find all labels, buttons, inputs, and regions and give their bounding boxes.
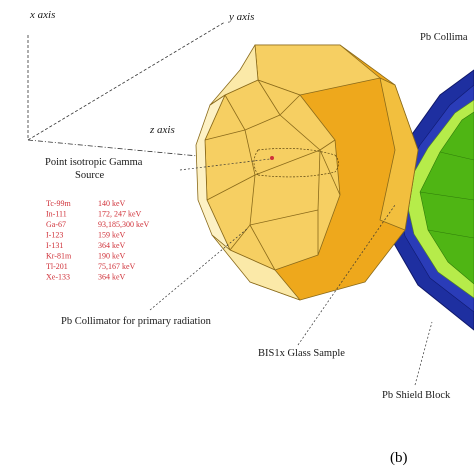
isotope-name: I-131 [46, 241, 63, 250]
pb-collimator-top-label: Pb Collima [420, 32, 468, 43]
collimator-bore [253, 147, 339, 178]
leader-lines [149, 158, 433, 386]
shield-block-label: Pb Shield Block [382, 390, 451, 401]
collimator-facet-right [379, 77, 419, 231]
isotope-energy: 364 keV [98, 273, 126, 282]
isotope-energy: 75,167 keV [98, 262, 136, 271]
isotope-energy: 140 keV [98, 199, 126, 208]
collimator-inner-edges-6 [317, 149, 321, 211]
isotope-energy: 364 keV [98, 241, 126, 250]
isotope-name: Xe-133 [46, 273, 70, 282]
collimator-inner-edges-2 [224, 94, 336, 151]
y-axis-label: y axis [228, 11, 254, 23]
isotope-energy: 190 keV [98, 252, 126, 261]
pb-collimator-primary-label: Pb Collimator for primary radiation [61, 316, 212, 327]
leader-collimator-primary [149, 227, 249, 311]
bis1x-glass-sample [403, 99, 474, 299]
pb-collimator [195, 44, 419, 301]
sample-facet-1 [439, 151, 474, 161]
z-axis-label: z axis [149, 124, 175, 136]
source-title-line1: Point isotropic Gamma [45, 157, 143, 168]
isotope-name: Ga-67 [46, 220, 66, 229]
isotope-name: In-111 [46, 210, 67, 219]
collimator-front-bottom-left [211, 234, 301, 301]
isotope-energy: 172, 247 keV [98, 210, 142, 219]
sample-facet-2 [419, 191, 474, 201]
sample-facet-3 [427, 229, 474, 239]
isotope-name: Tl-201 [46, 262, 68, 271]
isotope-name: I-123 [46, 231, 63, 240]
y-axis-line [27, 21, 226, 141]
isotope-name: Tc-99m [46, 199, 72, 208]
leader-glass-sample [297, 204, 396, 346]
x-axis-label: x axis [29, 9, 55, 21]
isotope-list: Tc-99m 140 keV In-111 172, 247 keV Ga-67 93,1… [46, 199, 150, 282]
isotope-name: Kr-81m [46, 252, 72, 261]
source-title-line2: Source [75, 170, 104, 181]
leader-source [179, 158, 271, 171]
isotope-energy: 93,185,300 keV [98, 220, 150, 229]
collimator-inner-edges-5 [229, 224, 276, 271]
sample-face [419, 111, 474, 285]
collimator-front-top-left [209, 44, 259, 106]
glass-sample-label: BIS1x Glass Sample [258, 348, 345, 359]
gamma-source-point [270, 156, 274, 160]
leader-shield-block [414, 321, 433, 386]
panel-label: (b) [390, 450, 408, 466]
isotope-energy: 159 keV [98, 231, 126, 240]
